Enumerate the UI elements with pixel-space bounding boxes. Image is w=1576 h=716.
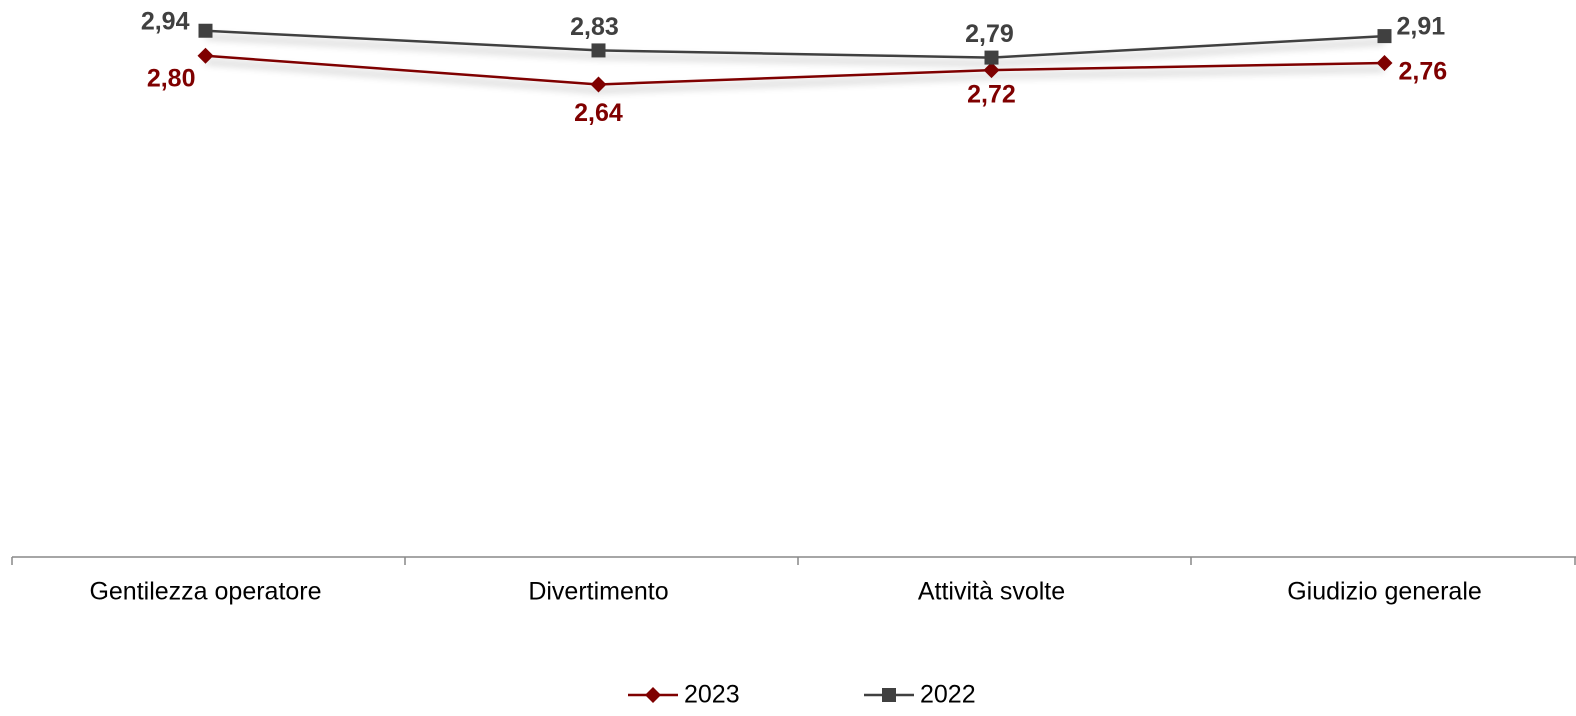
legend-label: 2022 xyxy=(920,681,976,709)
data-label: 2,76 xyxy=(1399,58,1448,86)
marker xyxy=(1377,29,1392,44)
marker xyxy=(198,23,213,38)
data-label: 2,94 xyxy=(141,7,190,35)
marker xyxy=(197,47,214,64)
legend-label: 2023 xyxy=(684,681,740,709)
data-label: 2,72 xyxy=(967,81,1016,109)
data-label: 2,91 xyxy=(1397,13,1446,41)
marker xyxy=(591,43,606,58)
x-tick-label: Divertimento xyxy=(528,578,668,606)
data-label: 2,79 xyxy=(965,20,1014,48)
x-tick-label: Attività svolte xyxy=(918,578,1065,606)
x-tick-label: Gentilezza operatore xyxy=(89,578,321,606)
marker xyxy=(1376,54,1393,71)
legend-marker xyxy=(645,687,661,703)
marker xyxy=(983,62,1000,79)
legend-marker xyxy=(882,688,896,702)
marker xyxy=(984,50,999,65)
series-line xyxy=(205,29,1385,59)
x-tick-label: Giudizio generale xyxy=(1287,578,1482,606)
series-line xyxy=(205,54,1385,86)
data-label: 2,64 xyxy=(574,99,623,127)
data-label: 2,83 xyxy=(570,13,619,41)
marker xyxy=(590,76,607,93)
data-label: 2,80 xyxy=(147,64,196,92)
